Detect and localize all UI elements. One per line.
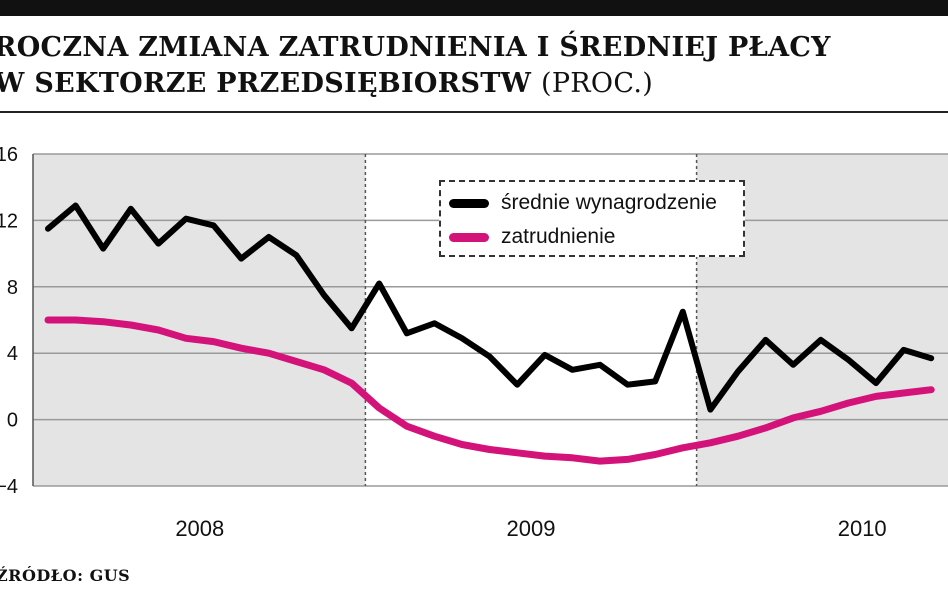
y-tick-label: 12	[0, 210, 18, 232]
x-year-label: 2009	[507, 516, 556, 541]
series-line-wages	[45, 202, 935, 413]
chart-legend: średnie wynagrodzenie zatrudnienie	[439, 180, 745, 257]
title-line-1: ROCZNA ZMIANA ZATRUDNIENIA I ŚREDNIEJ PŁ…	[0, 32, 831, 63]
legend-item-wages: średnie wynagrodzenie	[449, 188, 717, 218]
legend-swatch-wages	[449, 198, 489, 208]
legend-label-employment: zatrudnienie	[501, 225, 616, 248]
legend-swatch-employment	[449, 232, 489, 242]
title-line-2: W SEKTORZE PRZEDSIĘBIORSTW	[0, 68, 532, 99]
y-tick-label: 8	[7, 277, 18, 299]
x-year-label: 2008	[175, 516, 224, 541]
x-year-label: 2010	[838, 516, 887, 541]
title-unit: (PROC.)	[540, 68, 654, 99]
chart-title: ROCZNA ZMIANA ZATRUDNIENIA I ŚREDNIEJ PŁ…	[0, 30, 831, 102]
legend-item-employment: zatrudnienie	[449, 222, 615, 252]
legend-label-wages: średnie wynagrodzenie	[501, 191, 717, 214]
title-rule	[0, 111, 948, 113]
y-tick-label: 4	[7, 343, 18, 365]
top-bar	[0, 0, 948, 16]
y-tick-label: 16	[0, 144, 18, 166]
y-tick-label: −4	[0, 476, 18, 498]
source-note: ŹRÓDŁO: GUS	[0, 566, 131, 585]
line-chart: 16 12 8 4 0 −4 2008 2009 2010	[0, 144, 948, 541]
series-line-employment	[44, 316, 935, 465]
y-tick-label: 0	[7, 410, 18, 432]
